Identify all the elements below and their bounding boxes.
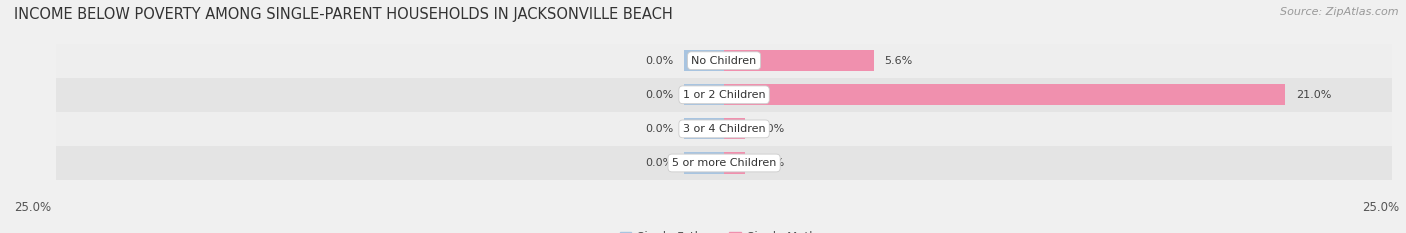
Bar	[685, 118, 724, 140]
Text: 21.0%: 21.0%	[1296, 90, 1331, 100]
Bar	[724, 118, 745, 140]
Legend: Single Father, Single Mother: Single Father, Single Mother	[614, 226, 834, 233]
Text: 25.0%: 25.0%	[1362, 201, 1399, 214]
Bar	[56, 78, 1392, 112]
Text: 25.0%: 25.0%	[14, 201, 51, 214]
Text: Source: ZipAtlas.com: Source: ZipAtlas.com	[1281, 7, 1399, 17]
Text: 0.0%: 0.0%	[756, 158, 785, 168]
Text: 5 or more Children: 5 or more Children	[672, 158, 776, 168]
Bar	[56, 146, 1392, 180]
Text: 0.0%: 0.0%	[645, 124, 673, 134]
Text: INCOME BELOW POVERTY AMONG SINGLE-PARENT HOUSEHOLDS IN JACKSONVILLE BEACH: INCOME BELOW POVERTY AMONG SINGLE-PARENT…	[14, 7, 673, 22]
Text: 1 or 2 Children: 1 or 2 Children	[683, 90, 765, 100]
Text: 0.0%: 0.0%	[645, 56, 673, 66]
Bar	[685, 50, 724, 71]
Text: 0.0%: 0.0%	[645, 90, 673, 100]
Text: 5.6%: 5.6%	[884, 56, 912, 66]
Text: 0.0%: 0.0%	[645, 158, 673, 168]
Text: 0.0%: 0.0%	[756, 124, 785, 134]
Bar	[56, 112, 1392, 146]
Bar	[724, 84, 1285, 105]
Text: 3 or 4 Children: 3 or 4 Children	[683, 124, 765, 134]
Text: No Children: No Children	[692, 56, 756, 66]
Bar	[56, 44, 1392, 78]
Bar	[685, 152, 724, 174]
Bar	[724, 50, 873, 71]
Bar	[685, 84, 724, 105]
Bar	[724, 152, 745, 174]
